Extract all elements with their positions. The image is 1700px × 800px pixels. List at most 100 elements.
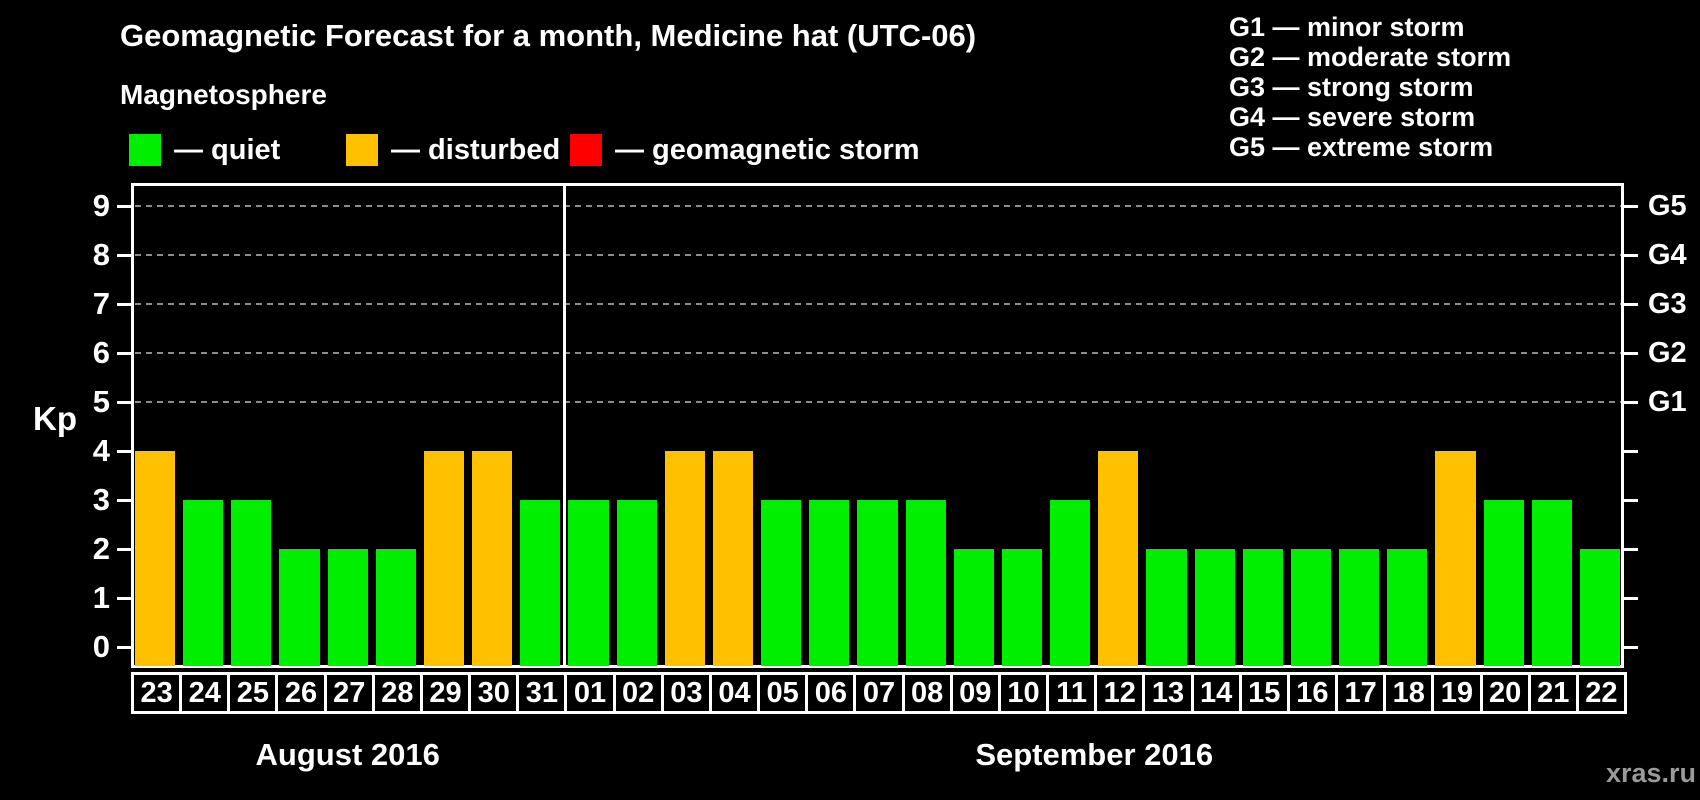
kp-bar	[1001, 549, 1043, 666]
kp-bar	[1098, 451, 1139, 666]
date-cell: 23	[131, 672, 183, 714]
legend-item: — disturbed	[346, 133, 560, 167]
right-axis-tick	[1624, 548, 1638, 551]
y-axis-tick	[117, 597, 131, 600]
kp-bar	[1579, 549, 1620, 666]
kp-bar	[472, 451, 513, 666]
date-cell: 24	[179, 672, 231, 714]
g-scale-line: G4 — severe storm	[1229, 102, 1476, 132]
date-cell: 25	[227, 672, 279, 714]
right-axis-g-label: G5	[1648, 190, 1687, 222]
y-axis-label: 2	[92, 531, 110, 566]
date-cell: 09	[949, 672, 1001, 714]
kp-bar	[1242, 549, 1283, 666]
date-cell: 11	[1046, 672, 1098, 714]
y-axis-label: 5	[92, 384, 110, 419]
legend-swatch-disturbed	[346, 134, 378, 166]
y-axis-label: 6	[92, 335, 110, 370]
y-axis-tick	[117, 254, 131, 257]
right-axis-g-label: G1	[1648, 386, 1687, 418]
date-cell: 30	[468, 672, 520, 714]
date-cell: 12	[1094, 672, 1146, 714]
kp-bar	[231, 500, 272, 666]
right-axis-tick	[1624, 401, 1638, 404]
y-axis-tick	[117, 548, 131, 551]
kp-bar	[135, 451, 176, 666]
month-label: August 2016	[255, 737, 440, 772]
date-cell: 29	[419, 672, 472, 714]
gridline	[135, 303, 1621, 305]
legend-item: — quiet	[129, 133, 280, 167]
date-cell: 05	[757, 672, 809, 714]
y-axis-tick	[117, 646, 131, 649]
y-axis-tick	[117, 352, 131, 355]
right-axis-tick	[1624, 450, 1638, 453]
chart-title: Geomagnetic Forecast for a month, Medici…	[120, 18, 977, 53]
legend-label: — geomagnetic storm	[615, 133, 920, 166]
kp-bar	[809, 500, 850, 666]
y-axis-tick	[117, 401, 131, 404]
y-axis-title: Kp	[33, 400, 77, 437]
right-axis-tick	[1624, 205, 1638, 208]
y-axis-label: 0	[92, 629, 110, 664]
g-scale-line: G2 — moderate storm	[1229, 42, 1512, 72]
date-cell: 18	[1383, 672, 1435, 714]
date-cell: 27	[323, 672, 375, 714]
right-axis-tick	[1624, 352, 1638, 355]
right-axis-g-label: G2	[1648, 337, 1687, 369]
y-axis-tick	[117, 499, 131, 502]
date-cell: 31	[516, 672, 568, 714]
date-cell: 19	[1431, 672, 1483, 714]
legend-item: — geomagnetic storm	[570, 133, 920, 167]
legend-swatch-storm	[570, 134, 602, 166]
gridline	[135, 254, 1621, 256]
kp-bar	[1339, 549, 1380, 666]
date-cell: 06	[805, 672, 857, 714]
kp-bar	[953, 549, 994, 666]
date-cell: 07	[853, 672, 905, 714]
watermark: xras.ru	[1605, 758, 1696, 788]
kp-bar	[664, 451, 705, 666]
kp-bar	[1483, 500, 1524, 666]
right-axis-tick	[1624, 254, 1638, 257]
kp-bar	[279, 549, 320, 666]
right-axis-tick	[1624, 597, 1638, 600]
kp-bar	[1435, 451, 1476, 666]
gridline	[135, 205, 1621, 207]
kp-bar	[183, 500, 224, 666]
date-cell: 13	[1142, 672, 1194, 714]
y-axis-label: 3	[92, 482, 110, 517]
month-label: September 2016	[975, 737, 1214, 772]
y-axis-tick	[117, 450, 131, 453]
kp-bar	[1531, 500, 1572, 666]
date-cell: 02	[612, 672, 664, 714]
g-scale-line: G5 — extreme storm	[1229, 132, 1494, 162]
date-cell: 01	[564, 672, 616, 714]
kp-bar	[1387, 549, 1428, 666]
plot-area	[131, 183, 1624, 668]
g-scale-line: G1 — minor storm	[1229, 12, 1465, 42]
kp-bar	[1146, 549, 1187, 666]
month-separator-line	[563, 186, 567, 665]
kp-bar	[1050, 500, 1091, 666]
g-scale-legend: G1 — minor storm G2 — moderate storm G3 — …	[1229, 12, 1511, 162]
date-cell: 14	[1190, 672, 1242, 714]
right-axis-g-label: G3	[1648, 288, 1687, 320]
kp-bar	[1290, 549, 1332, 666]
date-cell: 08	[901, 672, 953, 714]
right-axis-tick	[1624, 646, 1638, 649]
y-axis-label: 8	[92, 237, 110, 272]
date-cell: 21	[1527, 672, 1579, 714]
date-cell: 22	[1575, 672, 1627, 714]
kp-bar	[761, 500, 802, 666]
kp-bar	[375, 549, 416, 666]
legend-label: — disturbed	[391, 133, 561, 166]
kp-bar	[857, 500, 898, 666]
chart-subtitle: Magnetosphere	[120, 79, 327, 110]
right-axis-tick	[1624, 499, 1638, 502]
y-axis-label: 9	[92, 188, 110, 223]
date-cell: 28	[371, 672, 423, 714]
right-axis-g-label: G4	[1648, 239, 1687, 271]
kp-bar	[568, 500, 609, 666]
